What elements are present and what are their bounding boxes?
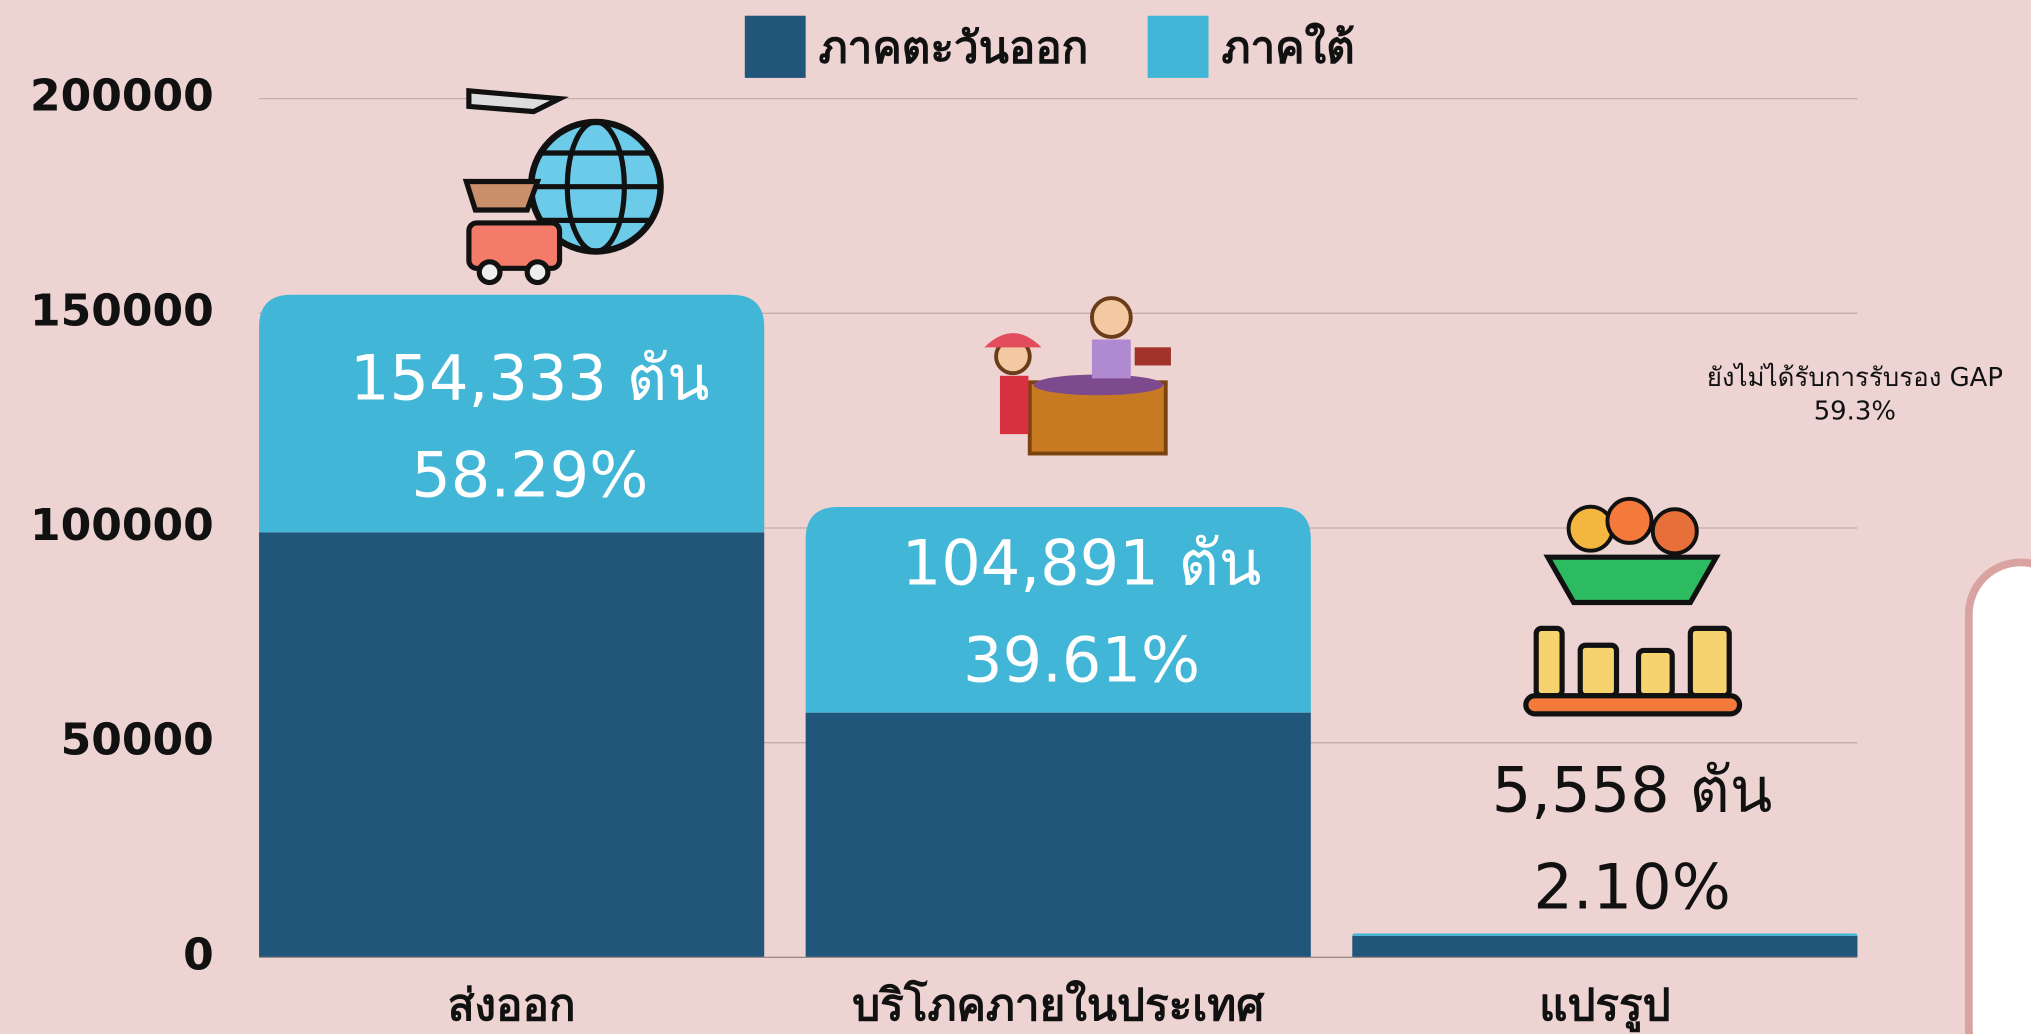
y-tick-label: 100000: [30, 500, 214, 551]
side-panel: [1969, 562, 2031, 1034]
y-tick-label: 0: [183, 929, 214, 980]
legend-label: ภาคใต้: [1221, 22, 1354, 74]
x-tick-label: บริโภคภายในประเทศ: [852, 978, 1265, 1031]
data-label: 104,891 ตัน: [902, 527, 1262, 600]
data-label: 5,558 ตัน: [1492, 753, 1773, 826]
y-tick-label: 200000: [30, 71, 214, 122]
bar-segment: [1352, 936, 1857, 957]
chart: ยังไม่ได้รับการรับรอง GAP 59.3% 0 50000 10…: [0, 0, 2031, 1034]
bar-segment: [806, 713, 1311, 958]
y-tick-label: 150000: [30, 285, 214, 336]
legend-swatch: [745, 16, 806, 78]
data-label: 2.10%: [1533, 850, 1730, 923]
annotation: ยังไม่ได้รับการรับรอง GAP: [1707, 363, 2003, 393]
bar-segment: [1352, 934, 1857, 936]
legend-swatch: [1148, 16, 1209, 78]
x-tick-label: ส่งออก: [448, 980, 576, 1031]
data-label: 58.29%: [411, 439, 648, 512]
bar-segment: [259, 532, 764, 957]
y-tick-label: 50000: [61, 715, 214, 766]
annotation: 59.3%: [1814, 397, 1896, 427]
data-label: 39.61%: [963, 624, 1200, 697]
data-label: 154,333 ตัน: [350, 341, 710, 414]
legend-label: ภาคตะวันออก: [819, 23, 1089, 74]
x-tick-label: แปรรูป: [1539, 980, 1671, 1032]
